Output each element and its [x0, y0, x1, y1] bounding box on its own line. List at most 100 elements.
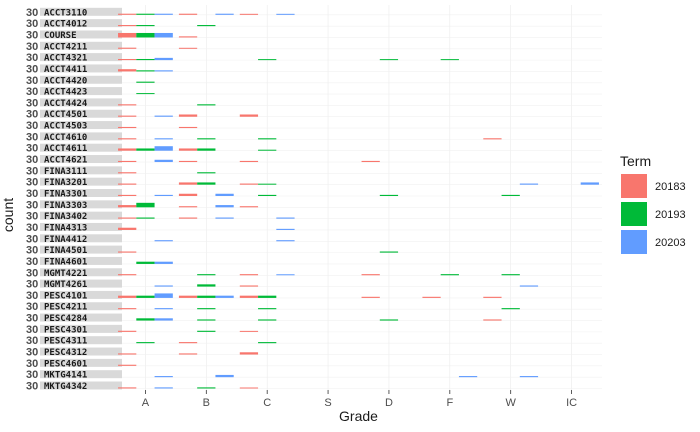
bar: [197, 25, 216, 27]
legend-label: 20203: [655, 237, 686, 249]
strip-background: [40, 87, 122, 96]
legend-label: 20183: [655, 181, 686, 193]
y-tick-label: 30: [26, 324, 38, 336]
strip-label: FINA3201: [44, 178, 87, 188]
bar: [136, 217, 155, 219]
y-tick-label: 30: [26, 52, 38, 64]
strip-label: MGMT4221: [44, 269, 87, 279]
bar: [118, 25, 137, 27]
bar: [118, 205, 137, 208]
bar: [118, 47, 137, 49]
bar: [178, 193, 198, 196]
y-tick-label: 30: [26, 358, 38, 370]
legend-swatch: [621, 174, 647, 198]
strip-label: PESC4311: [44, 337, 87, 347]
bar: [215, 217, 234, 219]
bar: [239, 206, 259, 208]
strip-label: ACCT4503: [44, 122, 87, 132]
strip-label: PESC4284: [44, 314, 88, 324]
bar: [154, 146, 173, 151]
strip-label: MGMT4261: [44, 280, 87, 290]
strip-label: MKTG4342: [44, 382, 87, 392]
bar: [239, 13, 259, 15]
x-tick-label: IC: [566, 397, 577, 409]
bar: [154, 32, 173, 38]
bar: [154, 240, 173, 242]
bar: [178, 114, 198, 117]
strip-label: ACCT4411: [44, 65, 87, 75]
y-tick-label: 30: [26, 29, 38, 41]
strip-label: ACCT4012: [44, 20, 87, 30]
bar: [178, 13, 198, 15]
bar: [178, 47, 198, 49]
bar: [519, 183, 539, 185]
bar: [136, 93, 155, 95]
bar: [197, 172, 216, 174]
strip-background: [40, 302, 122, 311]
strip-background: [40, 381, 122, 390]
strip-label: PESC4101: [44, 291, 87, 301]
bar: [118, 274, 137, 276]
strip-label: FINA4313: [44, 223, 87, 233]
strip-background: [40, 7, 122, 16]
bar: [258, 183, 277, 185]
bar: [118, 58, 137, 61]
y-tick-label: 30: [26, 18, 38, 30]
bar: [258, 194, 277, 196]
y-tick-label: 30: [26, 211, 38, 223]
strip-background: [40, 222, 122, 231]
bar: [136, 58, 155, 61]
bar: [239, 330, 259, 332]
bar: [379, 251, 399, 253]
bar: [118, 295, 137, 298]
bar: [197, 319, 216, 321]
bar: [197, 138, 216, 140]
bar: [422, 296, 441, 298]
bar: [154, 70, 173, 72]
strip-label: MKTG4141: [44, 371, 87, 381]
x-tick-label: A: [142, 397, 150, 409]
strip-background: [40, 143, 122, 152]
strip-background: [40, 155, 122, 164]
bar: [118, 364, 137, 366]
strip-background: [40, 177, 122, 186]
strip-background: [40, 75, 122, 84]
legend-swatch: [621, 202, 647, 226]
bar: [118, 13, 137, 15]
bar: [118, 194, 137, 196]
bar: [239, 352, 259, 355]
y-tick-label: 30: [26, 199, 38, 211]
y-tick-label: 30: [26, 279, 38, 291]
bar: [239, 160, 259, 163]
bar: [580, 182, 599, 185]
strip-label: COURSE: [44, 31, 77, 41]
bar: [136, 148, 155, 151]
y-tick-label: 30: [26, 381, 38, 393]
strip-background: [40, 30, 122, 39]
bar: [154, 261, 173, 264]
strip-background: [40, 109, 122, 118]
bar: [136, 202, 155, 208]
bar: [258, 319, 277, 321]
x-tick-label: C: [263, 397, 271, 409]
y-tick-label: 30: [26, 41, 38, 53]
strip-background: [40, 347, 122, 356]
bar: [215, 205, 234, 208]
y-tick-label: 30: [26, 120, 38, 132]
y-tick-label: 30: [26, 267, 38, 279]
strip-background: [40, 256, 122, 265]
bar: [361, 274, 380, 276]
bar: [239, 183, 259, 185]
strip-label: FINA4412: [44, 235, 87, 245]
bar: [154, 293, 173, 298]
bar: [136, 295, 155, 298]
strip-background: [40, 121, 122, 130]
bar: [440, 59, 459, 61]
bar: [379, 59, 399, 61]
strip-label: PESC4211: [44, 303, 87, 313]
bar: [483, 319, 502, 321]
bar: [258, 149, 277, 151]
bar: [239, 114, 259, 117]
strip-background: [40, 64, 122, 73]
